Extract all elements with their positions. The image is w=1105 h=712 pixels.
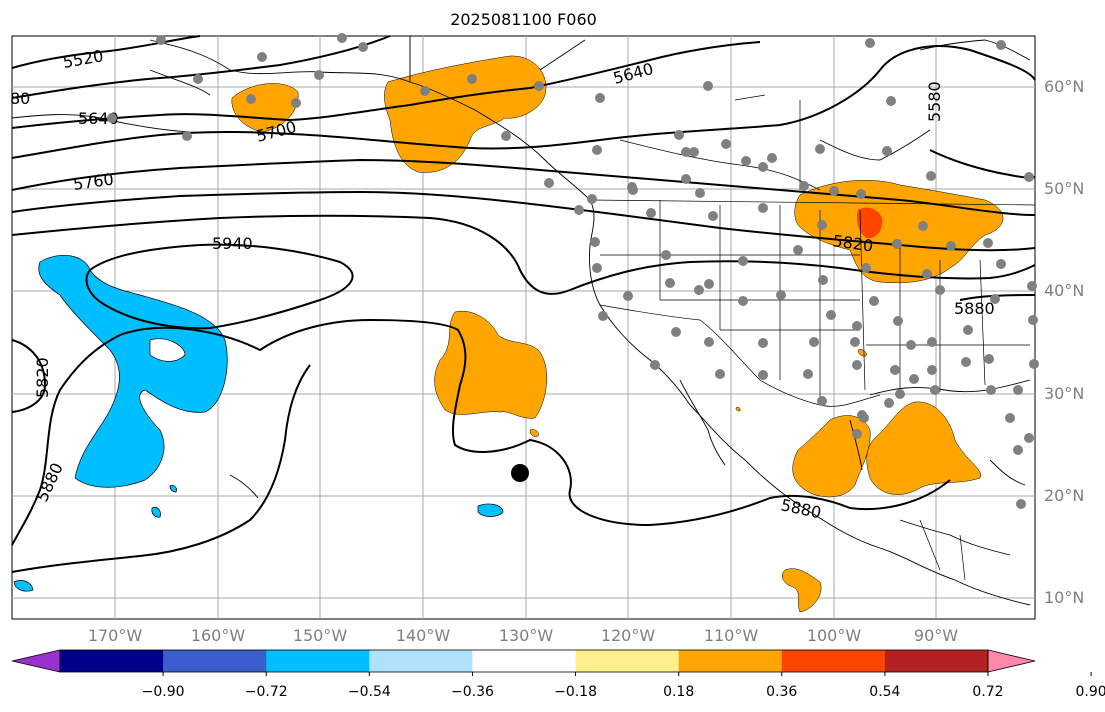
lon-label: 130°W [498,626,554,645]
contour-label: 5820 [33,357,52,398]
colorbar-segment [472,650,577,672]
lat-label: 30°N [1044,384,1085,403]
political-borders [589,94,1036,581]
colorbar-tick-label: −0.54 [347,684,391,700]
lon-label: 120°W [600,626,656,645]
station-markers [107,33,1039,509]
colorbar-tick-label: 0.72 [972,684,1004,700]
colorbar-segment [163,650,267,672]
colorbar-segment [369,650,473,672]
contour-label: 5880 [954,299,995,318]
colorbar-tick-label: 0.18 [663,684,695,700]
contour-label: 80 [10,89,30,108]
colorbar-segment [781,650,886,672]
negative-anomaly-shading [13,255,504,592]
lon-label: 110°W [703,626,759,645]
contour-label: 5580 [925,81,944,122]
colorbar-segment [266,650,370,672]
map-title: 2025081100 F060 [450,10,597,29]
lat-label: 50°N [1044,179,1085,198]
colorbar-tick-label: −0.36 [450,684,494,700]
lon-label: 140°W [395,626,451,645]
colorbar-segment [575,650,680,672]
lat-label: 10°N [1044,588,1085,607]
contour-label: 5940 [212,234,253,253]
lon-label: 160°W [190,626,246,645]
storm-center-marker [511,464,529,482]
colorbar-tick-label: −0.90 [141,684,185,700]
colorbar-segment [884,650,989,672]
colorbar-tick-label: −0.18 [554,684,597,700]
contour-label: 5640 [78,109,119,128]
colorbar-extend-high [987,649,1036,673]
colorbar-outline [59,649,989,673]
colorbar-tick-label: 0.90 [1075,684,1105,700]
colorbar-segment [678,650,783,672]
lat-label: 60°N [1044,77,1085,96]
colorbar-tick-label: 0.54 [869,684,901,700]
colorbar-tick-label: −0.72 [244,684,288,700]
strong-anomaly-shading [856,207,883,239]
colorbar-extend-low [11,649,61,673]
lon-label: 170°W [87,626,143,645]
lon-label: 150°W [292,626,348,645]
lon-label: 100°W [806,626,862,645]
colorbar-tick-label: 0.36 [766,684,798,700]
lat-label: 20°N [1044,486,1085,505]
colorbar-segment [60,650,164,672]
lat-label: 40°N [1044,281,1085,300]
lon-label: 90°W [913,626,959,645]
colorbar [11,649,1092,676]
